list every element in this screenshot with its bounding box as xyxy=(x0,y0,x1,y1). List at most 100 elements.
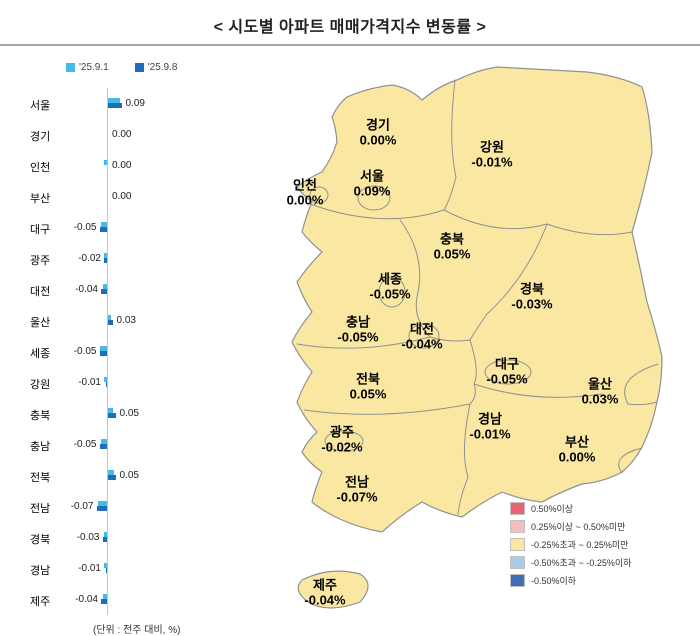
color-legend-swatch xyxy=(510,574,525,587)
bar-category-label: 울산 xyxy=(30,317,51,329)
bar-segment xyxy=(104,532,107,537)
bar-category-label: 인천 xyxy=(30,162,51,174)
daegu-region xyxy=(484,359,532,385)
bar-segment xyxy=(104,377,107,382)
bar-segment xyxy=(104,253,107,258)
color-legend-row: -0.50%초과 ~ -0.25%이하 xyxy=(510,556,631,569)
page-title: < 시도별 아파트 매매가격지수 변동률 > xyxy=(213,19,487,36)
bar-value-label: -0.05 xyxy=(73,439,97,450)
bar-segment xyxy=(108,320,113,325)
bar-segment xyxy=(101,439,107,444)
bar-segment xyxy=(99,346,107,351)
map-region-label: 경북 -0.03% xyxy=(511,282,552,313)
border-gyeongnam-jeonnam xyxy=(457,403,471,515)
map-region-value: -0.01% xyxy=(469,427,511,442)
map-region-name: 대전 xyxy=(410,321,434,337)
map-region-value: -0.01% xyxy=(471,155,513,170)
color-legend-swatch xyxy=(510,502,525,515)
color-legend-swatch xyxy=(510,556,525,569)
bar-value-label: -0.02 xyxy=(78,253,101,264)
map-region-label: 경기 0.00% xyxy=(360,118,397,149)
legend-label-week2: '25.9.8 xyxy=(147,62,178,73)
map-region-label: 전남 -0.07% xyxy=(336,475,377,506)
map-region-value: -0.05% xyxy=(369,287,411,302)
bar-segment xyxy=(101,289,107,294)
color-legend-row: -0.50%이하 xyxy=(510,574,631,587)
incheon-region xyxy=(309,186,329,204)
color-legend-swatch xyxy=(510,520,525,533)
map-region-name: 경기 xyxy=(366,117,390,133)
map-region-name: 충북 xyxy=(440,231,464,247)
map-region-value: -0.05% xyxy=(486,372,528,387)
bar-value-label: 0.05 xyxy=(119,470,139,481)
map-region-name: 대구 xyxy=(495,356,519,372)
bar-category-label: 경남 xyxy=(30,565,51,577)
map-region-label: 제주 -0.04% xyxy=(304,578,345,609)
border-chungbuk-gyeongbuk xyxy=(469,223,548,341)
bar-segment xyxy=(102,594,107,599)
daejeon-region xyxy=(408,323,440,349)
bar-segment xyxy=(101,222,107,227)
bar-segment xyxy=(99,444,107,449)
border-ulsan xyxy=(624,363,659,406)
jeju-island xyxy=(297,570,369,609)
bar-segment xyxy=(96,506,107,511)
border-busan xyxy=(618,447,643,474)
bar-value-label: -0.04 xyxy=(75,284,98,295)
bar-value-label: 0.00 xyxy=(112,160,132,171)
map-region-label: 대전 -0.04% xyxy=(401,322,442,353)
map-region-value: 0.00% xyxy=(286,193,324,208)
map-region-name: 제주 xyxy=(313,577,337,593)
bar-value-label: 0.00 xyxy=(112,191,132,202)
bar-value-label: -0.05 xyxy=(73,346,97,357)
bar-segment xyxy=(104,160,107,165)
unit-note: (단위 : 전주 대비, %) xyxy=(93,625,181,636)
color-legend-label: -0.50%이하 xyxy=(531,576,577,586)
map-region-label: 인천 0.00% xyxy=(287,178,324,209)
map-region-label: 세종 -0.05% xyxy=(369,272,410,303)
bar-category-label: 세종 xyxy=(30,348,51,360)
border-jeonbuk-jeonnam xyxy=(303,403,471,415)
map-region-label: 충남 -0.05% xyxy=(337,315,378,346)
bar-category-label: 광주 xyxy=(30,255,51,267)
bar-segment xyxy=(108,413,116,418)
seoul-region xyxy=(357,185,391,211)
map-region-label: 충북 0.05% xyxy=(434,232,471,263)
bar-category-label: 서울 xyxy=(30,100,51,112)
map-region-value: -0.03% xyxy=(511,297,553,312)
bar-chart: '25.9.1 '25.9.8 서울 0.09 경기 0.00 인천 0.00 부산 0.00… xyxy=(18,62,270,636)
map-region-label: 경남 -0.01% xyxy=(469,412,510,443)
bar-category-label: 전남 xyxy=(30,503,51,515)
bar-segment xyxy=(105,568,107,573)
bar-value-label: -0.07 xyxy=(70,501,94,512)
border-chungbuk-jeonbuk xyxy=(429,336,471,342)
bar-category-label: 충남 xyxy=(30,441,51,453)
legend-swatch-week2 xyxy=(134,63,144,72)
map-region-value: 0.00% xyxy=(558,450,596,465)
bar-category-label: 부산 xyxy=(30,193,51,205)
map-region-name: 광주 xyxy=(330,424,354,440)
map-region-value: 0.05% xyxy=(349,387,387,402)
map-region-label: 울산 0.03% xyxy=(582,377,619,408)
bar-segment xyxy=(108,98,120,103)
bar-value-label: 0.00 xyxy=(112,129,132,140)
bar-value-label: 0.03 xyxy=(116,315,136,326)
bar-segment xyxy=(99,227,107,232)
map-region-name: 경남 xyxy=(478,411,502,427)
map-region-value: 0.00% xyxy=(359,133,397,148)
province-borders xyxy=(296,79,659,515)
bar-value-label: -0.03 xyxy=(76,532,100,543)
bar-category-label: 대구 xyxy=(30,224,51,236)
bar-segment xyxy=(105,382,107,387)
color-legend-row: -0.25%초과 ~ 0.25%미만 xyxy=(510,538,631,551)
sejong-region xyxy=(378,276,406,308)
bar-plot-area: 서울 0.09 경기 0.00 인천 0.00 부산 0.00 대구 -0.05 광주 -0.02 대전… xyxy=(18,88,270,615)
map-region-label: 광주 -0.02% xyxy=(321,425,362,456)
chart-legend: '25.9.1 '25.9.8 xyxy=(66,62,177,73)
bar-segment xyxy=(104,563,107,568)
gwangju-region xyxy=(324,430,364,452)
bar-category-label: 충북 xyxy=(30,410,51,422)
map-region-name: 경북 xyxy=(520,281,544,297)
map-region-value: 0.09% xyxy=(353,184,391,199)
legend-swatch-week1 xyxy=(66,63,75,72)
